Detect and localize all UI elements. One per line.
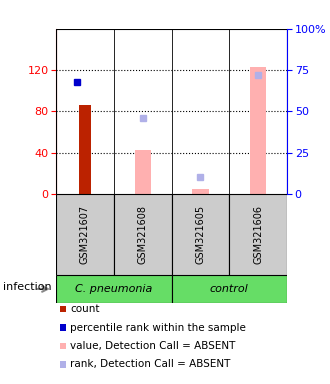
Bar bbox=[250, 67, 266, 194]
Bar bbox=[114, 194, 172, 275]
Text: GSM321606: GSM321606 bbox=[253, 205, 263, 264]
Bar bbox=[56, 275, 172, 303]
Text: control: control bbox=[210, 284, 249, 294]
Text: GSM321607: GSM321607 bbox=[80, 205, 90, 264]
Text: GSM321608: GSM321608 bbox=[138, 205, 148, 264]
Bar bbox=[172, 194, 229, 275]
Text: count: count bbox=[70, 304, 99, 314]
Text: C. pneumonia: C. pneumonia bbox=[75, 284, 152, 294]
Bar bbox=[80, 105, 90, 194]
Text: GSM321605: GSM321605 bbox=[195, 205, 206, 264]
Text: infection: infection bbox=[3, 282, 52, 292]
Bar bbox=[172, 275, 287, 303]
Text: percentile rank within the sample: percentile rank within the sample bbox=[70, 323, 246, 333]
Bar bbox=[56, 194, 114, 275]
Text: rank, Detection Call = ABSENT: rank, Detection Call = ABSENT bbox=[70, 359, 230, 369]
Bar bbox=[192, 189, 209, 194]
Bar bbox=[229, 194, 287, 275]
Bar bbox=[135, 149, 151, 194]
Text: value, Detection Call = ABSENT: value, Detection Call = ABSENT bbox=[70, 341, 235, 351]
